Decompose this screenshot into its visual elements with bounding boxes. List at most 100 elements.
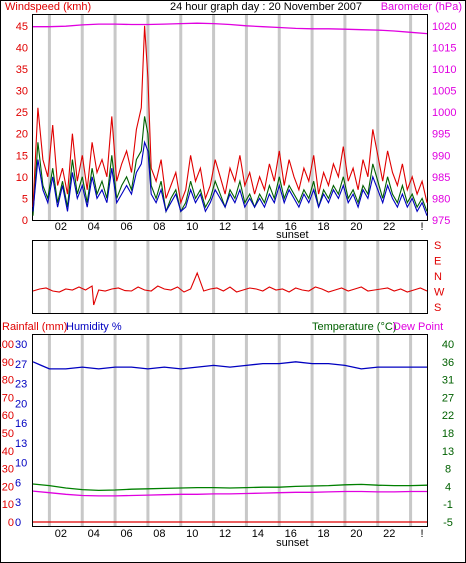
temperature-tick-label: 40 — [442, 339, 454, 351]
humidity-tick-label: 10 — [15, 458, 27, 470]
windspeed-tick-label: 20 — [16, 129, 28, 141]
x-tick-label: 16 — [285, 528, 297, 540]
x-tick-label: ! — [421, 221, 424, 233]
x-tick-label: 02 — [55, 528, 67, 540]
temperature-tick-label: 36 — [442, 357, 454, 369]
windspeed-tick-label: 5 — [22, 193, 28, 205]
x-tick-label: 20 — [350, 528, 362, 540]
average-line — [32, 116, 428, 216]
wind-line — [32, 140, 428, 216]
gust-line — [32, 25, 428, 208]
direction-line — [32, 271, 428, 306]
windspeed-axis-label: Windspeed (kmh) — [5, 1, 91, 13]
sunset-label: sunset — [276, 229, 308, 241]
direction-label: W — [434, 287, 445, 299]
barometer-tick-label: 1010 — [432, 64, 456, 76]
rainfall-tick-label: 0 — [8, 517, 14, 529]
temperature-tick-label: -5 — [443, 517, 453, 529]
x-tick-label: 18 — [317, 528, 329, 540]
dewpoint-line — [32, 490, 427, 497]
wind-panel — [32, 14, 428, 221]
windspeed-tick-label: 10 — [16, 172, 28, 184]
x-tick-label: 16 — [285, 221, 297, 233]
temperature-tick-label: 31 — [442, 375, 454, 387]
humidity-tick-label: 20 — [15, 398, 27, 410]
barometer-tick-label: 980 — [432, 193, 450, 205]
x-tick-label: 06 — [120, 221, 132, 233]
barometer-tick-label: 995 — [432, 129, 450, 141]
x-tick-label: 08 — [153, 221, 165, 233]
rainfall-tick-label: 30 — [2, 464, 14, 476]
windspeed-tick-label: 35 — [16, 64, 28, 76]
humidity-axis-ticks: 010203040506070809010003610131620232730-… — [0, 339, 454, 549]
humidity-series — [32, 361, 428, 523]
x-tick-label: 12 — [219, 528, 231, 540]
x-tick-label: 10 — [186, 221, 198, 233]
rainfall-tick-label: 10 — [2, 499, 14, 511]
humidity-tick-label: 13 — [15, 438, 27, 450]
dewpoint-axis-label: Dew Point — [393, 321, 443, 333]
direction-label: S — [434, 302, 441, 314]
humidity-tick-label: 23 — [15, 379, 27, 391]
wind-axis-ticks: 0510152025303540459759809859909951000100… — [16, 21, 457, 241]
rainfall-tick-label: 90 — [2, 357, 14, 369]
x-tick-label: 06 — [120, 528, 132, 540]
wind-series — [32, 22, 428, 216]
barometer-tick-label: 1015 — [432, 42, 456, 54]
direction-label: N — [434, 271, 442, 283]
temperature-tick-label: 4 — [445, 481, 451, 493]
barometer-tick-label: 975 — [432, 215, 450, 227]
rainfall-tick-label: 70 — [2, 392, 14, 404]
humidity-panel — [32, 334, 428, 527]
x-tick-label: 08 — [153, 528, 165, 540]
rainfall-tick-label: 40 — [2, 446, 14, 458]
humidity-tick-label: 27 — [15, 359, 27, 371]
humidity-tick-label: 3 — [15, 497, 21, 509]
windspeed-tick-label: 45 — [16, 21, 28, 33]
direction-label: S — [434, 240, 441, 252]
rainfall-tick-label: 20 — [2, 481, 14, 493]
x-tick-label: 02 — [55, 221, 67, 233]
direction-series — [32, 271, 428, 306]
barometer-tick-label: 1005 — [432, 86, 456, 98]
x-tick-label: 14 — [252, 528, 264, 540]
windspeed-tick-label: 40 — [16, 42, 28, 54]
direction-panel — [32, 240, 428, 314]
windspeed-tick-label: 30 — [16, 86, 28, 98]
humidity-line — [32, 361, 427, 370]
temperature-tick-label: 13 — [442, 446, 454, 458]
rainfall-axis-label: Rainfall (mm) — [2, 321, 67, 333]
x-tick-label: ! — [421, 528, 424, 540]
barometer-tick-label: 1020 — [432, 21, 456, 33]
x-tick-label: 18 — [317, 221, 329, 233]
rainfall-tick-label: 80 — [2, 375, 14, 387]
x-tick-label: 04 — [88, 528, 100, 540]
x-tick-label: 04 — [88, 221, 100, 233]
humidity-tick-label: 0 — [15, 517, 21, 529]
rainfall-tick-label: 50 — [2, 428, 14, 440]
temperature-tick-label: 18 — [442, 428, 454, 440]
temperature-axis-label: Temperature (°C) — [312, 321, 396, 333]
temperature-tick-label: 8 — [445, 464, 451, 476]
x-tick-label: 20 — [350, 221, 362, 233]
direction-label: E — [434, 256, 441, 268]
windspeed-tick-label: 25 — [16, 107, 28, 119]
x-tick-label: 10 — [186, 528, 198, 540]
barometer-line — [33, 22, 428, 35]
temperature-tick-label: 27 — [442, 392, 454, 404]
barometer-tick-label: 1000 — [432, 107, 456, 119]
x-tick-label: 12 — [219, 221, 231, 233]
barometer-tick-label: 985 — [432, 172, 450, 184]
barometer-tick-label: 990 — [432, 150, 450, 162]
x-tick-label: 22 — [383, 221, 395, 233]
x-tick-label: 22 — [383, 528, 395, 540]
sunset-label: sunset — [276, 537, 308, 549]
rainfall-tick-label: 100 — [0, 339, 14, 351]
chart-title: 24 hour graph day : 20 November 2007 — [170, 1, 362, 13]
humidity-tick-label: 30 — [15, 339, 27, 351]
temperature-tick-label: 22 — [442, 410, 454, 422]
barometer-axis-label: Barometer (hPa) — [381, 1, 462, 13]
